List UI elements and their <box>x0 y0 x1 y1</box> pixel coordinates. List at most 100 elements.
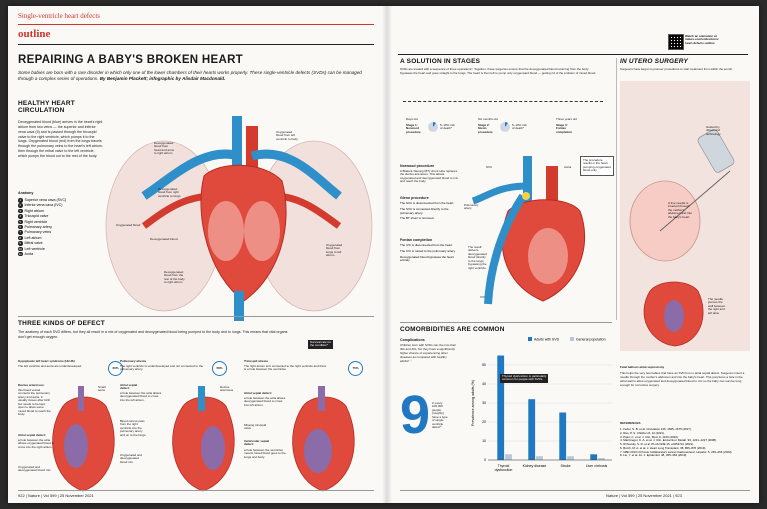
healthy-body: Deoxygenated blood (blue) arrives in the… <box>18 120 103 158</box>
asd1-label: Atrial septal defect: <box>18 433 46 437</box>
x-tick-label: Liver cirrhosis <box>586 464 608 468</box>
qr-code-icon[interactable] <box>668 34 684 50</box>
vsd-body: a hole between the ventricles means mixe… <box>244 448 286 459</box>
callout-deox-head: Deoxygenated blood from head and arms to… <box>154 141 175 156</box>
bar <box>559 412 567 460</box>
x-tick-label: Kidney disease <box>523 464 547 468</box>
bar <box>505 454 512 460</box>
procedure-step: The BT shunt is removed. <box>400 216 460 221</box>
big-number: 9 <box>400 385 431 445</box>
norwood-item: A Blalock-Taussig (BT) shunt tube replac… <box>400 169 459 184</box>
survival-rate-badge: 60% <box>108 361 123 376</box>
comorbidity-chart: 0 10 20 30 40 50 Prevalence among adults (%) Th… <box>471 337 612 472</box>
ductus1-label: Ductus arteriosus: <box>18 383 45 387</box>
qr-text[interactable]: Watch an animation at nature.com/collect… <box>685 34 719 45</box>
byline: By Benjamin Plackett; infographic by Ali… <box>99 75 226 81</box>
bar <box>590 454 598 460</box>
y-tick-label: 0 <box>484 458 486 462</box>
superior-vena-cava <box>232 116 242 176</box>
y-tick-label: 20 <box>482 420 486 424</box>
magazine-spread: Single-ventricle heart defects outline R… <box>8 6 759 503</box>
complications-title: Complications <box>400 338 425 342</box>
callout-ox-left: Oxygenated blood from left ventricle to … <box>276 130 298 141</box>
missing-valve-label: Missing tricuspid valve <box>244 423 267 431</box>
section-name: outline <box>18 28 51 40</box>
aorta-vessel <box>246 126 258 176</box>
anatomy-label: Left atrium <box>24 235 42 240</box>
utero-illustration <box>620 81 750 351</box>
asd3-label: Atrial septal defect: <box>244 391 272 395</box>
defects-heading: THREE KINDS OF DEFECT <box>18 320 105 327</box>
fontan-heart-illustration <box>471 156 586 305</box>
glenn-title: Glenn procedure <box>400 196 429 200</box>
main-title: REPAIRING A BABY'S BROKEN HEART <box>18 54 244 66</box>
ductus2-label: Ductus arteriosus <box>220 385 234 393</box>
needle-pierces-label: The needle pierces the wall between the … <box>708 297 726 315</box>
callout-deox-right: Deoxygenated blood from right ventricle … <box>158 187 181 198</box>
conduit-marker <box>522 192 530 200</box>
timeline-risk: 5–10% risk of death* <box>512 123 527 131</box>
stages-body: SVDs are treated with a sequence of thre… <box>400 67 597 75</box>
reference-item: 3. Pajot, C. et al. J. Clin. Med. 9, 416… <box>620 434 679 439</box>
anatomy-number: 8 <box>18 235 23 241</box>
refs-list: 1. Feder, S. B. et al. Circulation 136, … <box>620 427 748 458</box>
survival-rate-badge: 58% <box>212 361 227 376</box>
bar <box>528 399 536 460</box>
fontan-title: Fontan completion <box>400 238 433 242</box>
anatomy-label: Mitral valve <box>24 241 43 246</box>
timeline-stage: Stage 1: Norwood procedure <box>406 123 421 134</box>
anatomy-number: 10 <box>18 246 23 252</box>
legend-label: Adults with SVD <box>534 338 560 342</box>
ductus1-body: this blood vessel connects the pulmonary… <box>18 388 51 417</box>
balloon-body: This helps the very few babies that have… <box>620 371 745 387</box>
procedure-step-text: Deoxygenated blood bypasses the heart en… <box>400 254 454 263</box>
anatomy-label: Left ventricle <box>24 246 45 251</box>
procedure-step-text: The IVC is disconnected from the heart. <box>400 243 453 247</box>
blood-cannot-label: Blood cannot pass from the right ventric… <box>120 419 147 437</box>
anatomy-number: 1 <box>18 198 23 203</box>
anatomy-item: 7 Pulmonary veins <box>18 230 98 235</box>
anatomy-label: Tricuspid valve <box>24 214 49 219</box>
glenn-list: The SVC is disconnected from the heart. T… <box>400 201 460 223</box>
asd2-body: a hole between the atria allows deoxygen… <box>120 391 162 402</box>
anatomy-number: 11 <box>18 251 23 257</box>
defect-desc: The right atrium isn't connected to the … <box>244 364 327 372</box>
pulmonary-artery-stage <box>471 182 529 205</box>
anatomy-number: 7 <box>18 230 23 235</box>
fontan-list: The IVC is disconnected from the heart. T… <box>400 243 460 265</box>
anatomy-label: Pulmonary veins <box>24 230 52 235</box>
anatomy-number: 2 <box>18 203 23 208</box>
anatomy-number: 6 <box>18 224 23 230</box>
footer-left: 922 | Nature | Vol 599 | 25 November 202… <box>18 493 94 498</box>
reference-item: 8. Liu, Y. et al. Int. J. Epidemiol. 48,… <box>620 453 688 458</box>
procedure-step: Deoxygenated blood bypasses the heart en… <box>400 254 460 264</box>
y-tick-label: 40 <box>482 382 486 386</box>
survival-rate-badge: 75% <box>348 361 363 376</box>
footer-rule-left <box>18 490 374 491</box>
callout-ox-blood: Oxygenated blood <box>116 223 141 227</box>
ivc-conduit <box>484 193 527 305</box>
norwood-title: Norwood procedure <box>400 164 435 168</box>
procedure-step-text: The SVC is disconnected from the heart. <box>400 201 455 205</box>
x-tick-label: Stroke <box>560 464 570 468</box>
legend-swatch <box>570 337 574 341</box>
anatomy-item: 9 Mitral valve <box>18 241 98 246</box>
footer-right: Nature | Vol 599 | 25 November 2021 | 92… <box>606 493 682 498</box>
y-axis-label: Prevalence among adults (%) <box>471 380 475 426</box>
balloon-title: Fetal balloon atrial septostomy <box>620 365 665 369</box>
asd1-body: a hole between the atria allows oxygenat… <box>18 438 55 449</box>
pulmonary-artery-left <box>141 149 241 200</box>
hlhs-heart <box>52 386 115 492</box>
fine-needle-label: A fine needle is inserted through the mo… <box>668 201 693 219</box>
y-tick-label: 50 <box>482 363 486 367</box>
refs-title: REFERENCES <box>620 421 641 425</box>
inferior-vena-cava <box>234 291 244 321</box>
bar <box>598 458 605 460</box>
procedure-step: The SVC is disconnected from the heart. <box>400 201 460 206</box>
bar <box>567 456 574 460</box>
tricuspid-atresia-heart <box>292 386 355 492</box>
anatomy-item: 3 Right atrium <box>18 208 98 214</box>
utero-body: Surgeons have begun to pioneer procedure… <box>620 67 733 71</box>
oxdeox1-label: Oxygenated and deoxygenated blood mix. <box>18 465 52 473</box>
callout-ox-lungs: Oxygenated blood from lungs to left atri… <box>326 243 343 258</box>
